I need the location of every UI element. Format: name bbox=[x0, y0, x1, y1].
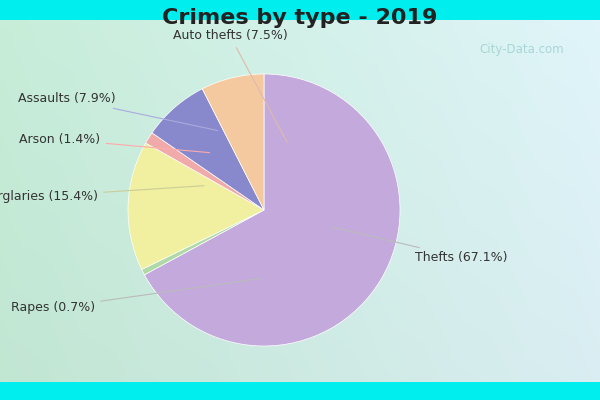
Text: Auto thefts (7.5%): Auto thefts (7.5%) bbox=[173, 30, 287, 142]
Text: Assaults (7.9%): Assaults (7.9%) bbox=[18, 92, 218, 130]
Text: Burglaries (15.4%): Burglaries (15.4%) bbox=[0, 186, 204, 203]
Wedge shape bbox=[128, 143, 264, 270]
Wedge shape bbox=[145, 74, 400, 346]
Wedge shape bbox=[146, 133, 264, 210]
Text: Crimes by type - 2019: Crimes by type - 2019 bbox=[163, 8, 437, 28]
Text: Arson (1.4%): Arson (1.4%) bbox=[19, 133, 209, 153]
Text: Thefts (67.1%): Thefts (67.1%) bbox=[332, 227, 508, 264]
Text: City-Data.com: City-Data.com bbox=[479, 44, 565, 56]
Wedge shape bbox=[142, 210, 264, 275]
Text: Rapes (0.7%): Rapes (0.7%) bbox=[11, 278, 261, 314]
Wedge shape bbox=[152, 89, 264, 210]
Wedge shape bbox=[202, 74, 264, 210]
